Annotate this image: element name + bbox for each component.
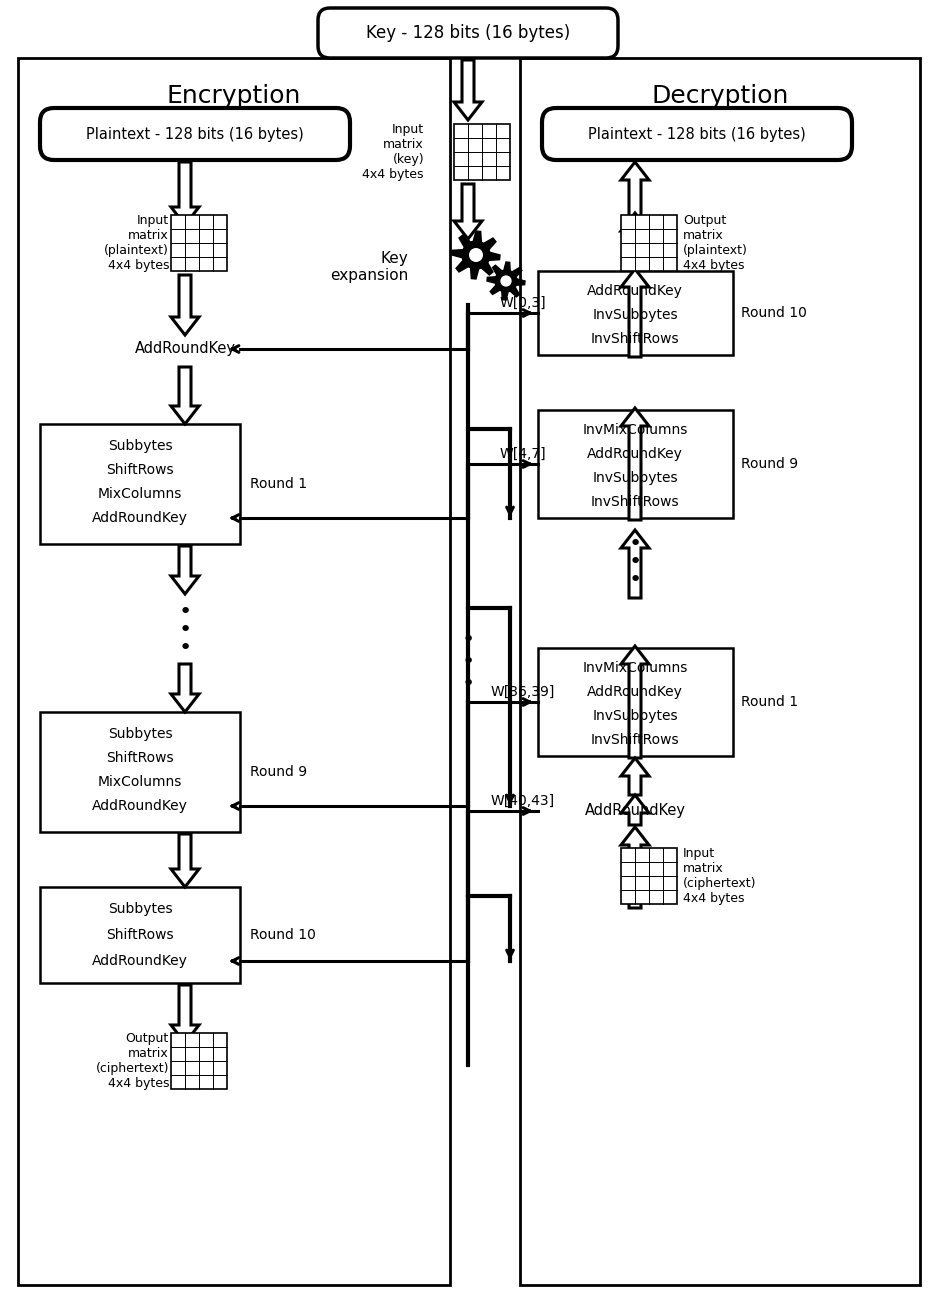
Bar [520, 58, 920, 1284]
Circle shape [501, 276, 511, 286]
Bar [171, 215, 227, 271]
Text: AddRoundKey: AddRoundKey [92, 799, 188, 814]
Text: MixColumns: MixColumns [98, 487, 183, 501]
Text: Decryption: Decryption [651, 84, 789, 109]
Text: W[40,43]: W[40,43] [491, 794, 555, 808]
Text: ShiftRows: ShiftRows [106, 463, 174, 477]
Text: Round 10: Round 10 [250, 927, 315, 942]
Text: •: • [461, 651, 475, 672]
Text: •: • [179, 620, 192, 640]
Text: InvShiftRows: InvShiftRows [591, 732, 680, 747]
Polygon shape [621, 795, 649, 825]
Polygon shape [621, 213, 649, 269]
Bar [171, 1033, 227, 1090]
Text: AddRoundKey: AddRoundKey [92, 511, 188, 525]
Text: W[36,39]: W[36,39] [490, 685, 555, 698]
Text: ShiftRows: ShiftRows [106, 927, 174, 942]
Text: Encryption: Encryption [167, 84, 301, 109]
Polygon shape [621, 530, 649, 598]
Text: AddRoundKey: AddRoundKey [587, 447, 683, 460]
Text: InvSubbytes: InvSubbytes [592, 307, 678, 322]
Bar [538, 271, 733, 354]
Bar [621, 215, 677, 271]
Text: •: • [179, 638, 192, 658]
Text: •: • [628, 570, 641, 590]
Text: Key
expansion: Key expansion [329, 251, 408, 284]
Text: •: • [628, 552, 641, 572]
Text: Round 1: Round 1 [250, 477, 307, 490]
Text: AddRoundKey: AddRoundKey [92, 954, 188, 968]
Text: Input
matrix
(plaintext)
4x4 bytes: Input matrix (plaintext) 4x4 bytes [104, 215, 169, 272]
Text: •: • [628, 534, 641, 555]
Text: W[4,7]: W[4,7] [500, 447, 547, 460]
Polygon shape [454, 184, 482, 239]
Text: •: • [461, 674, 475, 695]
Polygon shape [621, 759, 649, 795]
Text: Subbytes: Subbytes [108, 903, 172, 916]
Polygon shape [171, 162, 199, 225]
Bar [621, 848, 677, 904]
Bar [454, 124, 510, 181]
Polygon shape [171, 835, 199, 887]
Text: •: • [179, 602, 192, 623]
Bar [40, 424, 240, 544]
Polygon shape [621, 408, 649, 521]
Bar [18, 58, 450, 1284]
Text: Round 9: Round 9 [250, 765, 307, 780]
Text: Input
matrix
(ciphertext)
4x4 bytes: Input matrix (ciphertext) 4x4 bytes [683, 848, 756, 905]
FancyBboxPatch shape [318, 8, 618, 58]
Text: Round 1: Round 1 [741, 695, 798, 709]
Bar [538, 409, 733, 518]
FancyBboxPatch shape [40, 109, 350, 160]
Polygon shape [621, 269, 649, 357]
Text: InvShiftRows: InvShiftRows [591, 332, 680, 347]
Polygon shape [171, 985, 199, 1042]
Text: Plaintext - 128 bits (16 bytes): Plaintext - 128 bits (16 bytes) [86, 127, 304, 141]
Polygon shape [171, 664, 199, 712]
Text: Round 9: Round 9 [741, 456, 798, 471]
Text: Subbytes: Subbytes [108, 439, 172, 453]
Polygon shape [621, 827, 649, 908]
Text: •: • [461, 630, 475, 650]
Text: InvShiftRows: InvShiftRows [591, 494, 680, 509]
Text: Plaintext - 128 bits (16 bytes): Plaintext - 128 bits (16 bytes) [588, 127, 806, 141]
Polygon shape [171, 545, 199, 594]
Polygon shape [171, 368, 199, 424]
Circle shape [470, 249, 482, 262]
Text: AddRoundKey: AddRoundKey [135, 341, 236, 357]
FancyBboxPatch shape [542, 109, 852, 160]
Text: Output
matrix
(plaintext)
4x4 bytes: Output matrix (plaintext) 4x4 bytes [683, 215, 748, 272]
Polygon shape [171, 275, 199, 335]
Bar [538, 647, 733, 756]
Text: InvSubbytes: InvSubbytes [592, 709, 678, 723]
Polygon shape [621, 646, 649, 759]
Bar [40, 712, 240, 832]
Text: Key - 128 bits (16 bytes): Key - 128 bits (16 bytes) [366, 24, 570, 42]
Polygon shape [452, 232, 500, 279]
Text: AddRoundKey: AddRoundKey [587, 284, 683, 298]
Bar [40, 887, 240, 984]
Text: AddRoundKey: AddRoundKey [587, 685, 683, 698]
Polygon shape [487, 262, 525, 300]
Text: W[0,3]: W[0,3] [500, 296, 547, 310]
Text: InvSubbytes: InvSubbytes [592, 471, 678, 485]
Text: InvMixColumns: InvMixColumns [582, 422, 688, 437]
Text: ShiftRows: ShiftRows [106, 751, 174, 765]
Text: AddRoundKey: AddRoundKey [584, 803, 685, 819]
Text: MixColumns: MixColumns [98, 776, 183, 789]
Text: Input
matrix
(key)
4x4 bytes: Input matrix (key) 4x4 bytes [362, 123, 424, 181]
Text: Subbytes: Subbytes [108, 727, 172, 742]
Text: Round 10: Round 10 [741, 306, 807, 320]
Polygon shape [454, 60, 482, 120]
Polygon shape [621, 162, 649, 225]
Text: InvMixColumns: InvMixColumns [582, 661, 688, 675]
Text: Output
matrix
(ciphertext)
4x4 bytes: Output matrix (ciphertext) 4x4 bytes [95, 1032, 169, 1090]
